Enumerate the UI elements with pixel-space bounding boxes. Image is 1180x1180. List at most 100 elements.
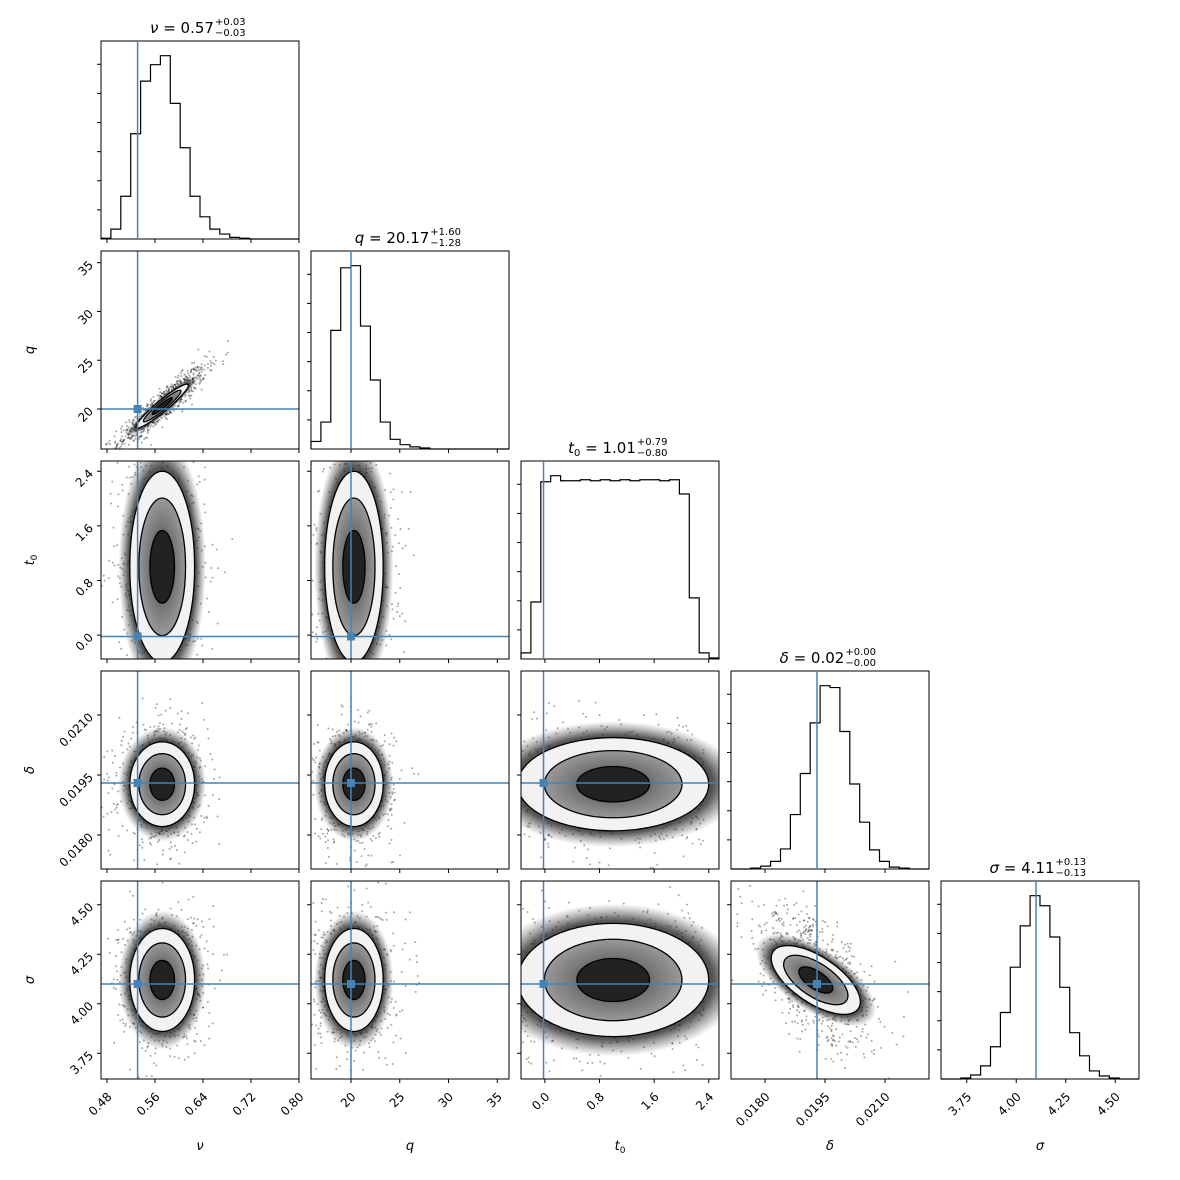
sample-point — [327, 855, 330, 858]
sample-point — [171, 384, 174, 387]
sample-point — [594, 701, 597, 704]
sample-point — [316, 741, 319, 744]
sample-point — [368, 695, 370, 697]
sample-point — [128, 426, 131, 429]
sample-point — [411, 767, 414, 770]
histogram-nu — [100, 55, 299, 240]
sample-point — [194, 387, 197, 390]
sample-point — [290, 535, 292, 537]
sample-point — [120, 443, 123, 446]
sample-point — [110, 502, 113, 505]
sample-point — [377, 833, 380, 836]
sample-point — [103, 579, 106, 582]
sample-point — [191, 390, 194, 393]
title-plus: +0.79 — [637, 437, 668, 448]
sample-point — [200, 363, 203, 366]
sample-point — [158, 712, 160, 714]
sample-point — [133, 859, 136, 862]
sample-point — [412, 554, 415, 557]
title-minus: −0.80 — [637, 448, 668, 459]
sample-point — [323, 665, 325, 667]
sample-point — [182, 449, 184, 451]
sample-point — [192, 373, 195, 376]
sample-point — [364, 865, 367, 868]
sample-point — [395, 740, 398, 743]
sample-point — [209, 365, 212, 368]
sample-point — [380, 423, 382, 425]
panel-2d-q-t0 — [290, 423, 510, 707]
sample-point — [195, 840, 198, 843]
sample-point — [378, 831, 381, 834]
sample-point — [117, 834, 120, 837]
sample-point — [368, 668, 370, 670]
sample-point — [126, 428, 129, 431]
sample-point — [189, 371, 192, 374]
sample-point — [176, 380, 179, 383]
sample-point — [194, 673, 196, 675]
sample-point — [210, 566, 213, 569]
sample-point — [226, 351, 229, 354]
sample-point — [145, 405, 148, 408]
title-text: t0 = 1.01 — [568, 439, 636, 459]
sample-point — [348, 455, 350, 457]
sample-point — [169, 664, 171, 666]
sample-point — [313, 446, 315, 448]
sample-point — [178, 380, 181, 383]
title-minus: −0.00 — [845, 658, 876, 669]
sample-point — [125, 421, 128, 424]
sample-point — [183, 377, 186, 380]
sample-point — [378, 835, 381, 838]
sample-point — [367, 854, 370, 857]
sample-point — [169, 707, 172, 710]
sample-point — [123, 442, 126, 445]
sample-point — [359, 691, 361, 693]
sample-point — [404, 620, 407, 623]
sample-point — [178, 404, 181, 407]
contour-inner — [149, 529, 176, 604]
sample-point — [127, 436, 130, 439]
panel-frame — [100, 460, 300, 660]
sample-point — [149, 665, 151, 667]
sample-point — [184, 456, 186, 458]
sample-point — [201, 702, 204, 705]
sample-point — [146, 709, 148, 711]
sample-point — [587, 848, 590, 851]
sample-point — [179, 371, 182, 374]
sample-point — [131, 731, 134, 734]
sample-point — [144, 716, 146, 718]
sample-point — [146, 429, 149, 432]
sample-point — [221, 360, 224, 363]
sample-point — [374, 705, 376, 707]
sample-point — [348, 695, 350, 697]
sample-point — [112, 802, 115, 805]
sample-point — [195, 827, 198, 830]
sample-point — [111, 787, 114, 790]
sample-point — [189, 458, 191, 460]
sample-point — [355, 674, 357, 676]
sample-point — [182, 681, 184, 683]
sample-point — [370, 839, 373, 842]
sample-point — [170, 703, 172, 705]
sample-point — [157, 714, 160, 717]
sample-point — [107, 792, 110, 795]
y-tick-label: 20 — [75, 404, 96, 425]
sample-point — [390, 813, 393, 816]
sample-point — [165, 412, 168, 415]
sample-point — [166, 385, 169, 388]
sample-point — [317, 835, 320, 838]
sample-point — [120, 739, 123, 742]
sample-point — [392, 498, 395, 501]
sample-point — [191, 362, 194, 365]
sample-point — [96, 685, 98, 687]
sample-point — [107, 849, 110, 852]
sample-point — [193, 368, 196, 371]
sample-point — [152, 717, 154, 719]
sample-point — [188, 394, 191, 397]
sample-point — [198, 375, 201, 378]
sample-point — [200, 637, 203, 640]
sample-point — [302, 802, 304, 804]
sample-point — [198, 372, 201, 375]
sample-point — [370, 725, 373, 728]
sample-point — [159, 708, 161, 710]
sample-point — [120, 744, 123, 747]
